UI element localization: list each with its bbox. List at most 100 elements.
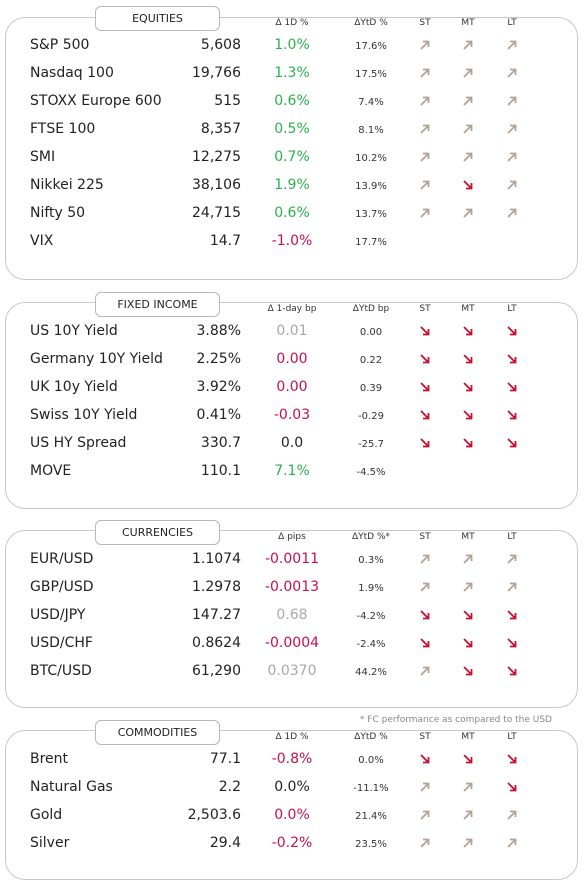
section-box: [5, 530, 578, 708]
ytd-change: 23.5%: [355, 839, 387, 850]
column-header: ST: [419, 532, 431, 542]
arrow-up: [420, 68, 430, 78]
instrument-name: STOXX Europe 600: [30, 93, 162, 109]
instrument-name: VIX: [30, 233, 54, 249]
instrument-name: Brent: [30, 751, 69, 767]
column-header: ST: [419, 18, 431, 28]
daily-change: -0.0004: [264, 635, 320, 651]
arrow-up: [420, 666, 430, 676]
daily-change: 1.0%: [274, 37, 310, 53]
daily-change: 1.9%: [274, 177, 310, 193]
last-value: 515: [214, 93, 241, 109]
column-header: MT: [461, 532, 475, 542]
last-value: 0.41%: [196, 407, 241, 423]
arrow-up: [420, 554, 430, 564]
instrument-name: FTSE 100: [30, 121, 96, 137]
arrow-up: [463, 838, 473, 848]
daily-change: 0.00: [276, 351, 308, 367]
last-value: 77.1: [209, 751, 241, 767]
ytd-change: -25.7: [358, 439, 384, 450]
arrow-down: [463, 754, 473, 764]
ytd-change: 7.4%: [358, 97, 384, 108]
section-title: FIXED INCOME: [95, 292, 220, 317]
last-value: 2.2: [218, 779, 241, 795]
arrow-up: [420, 40, 430, 50]
section-box: [5, 17, 578, 280]
arrow-up: [463, 40, 473, 50]
last-value: 24,715: [192, 205, 241, 221]
column-header: ST: [419, 732, 431, 742]
ytd-change: -4.5%: [356, 467, 386, 478]
daily-change: 7.1%: [274, 463, 310, 479]
last-value: 29.4: [209, 835, 241, 851]
instrument-name: US HY Spread: [30, 435, 127, 451]
daily-change: 1.3%: [274, 65, 310, 81]
arrow-up: [420, 582, 430, 592]
daily-change: -0.03: [273, 407, 311, 423]
arrow-down: [507, 354, 517, 364]
ytd-change: 1.9%: [358, 583, 384, 594]
arrow-down: [507, 610, 517, 620]
daily-change: 0.0%: [274, 779, 310, 795]
footnote: * FC performance as compared to the USD: [359, 715, 552, 725]
ytd-change: 8.1%: [358, 125, 384, 136]
daily-change: -0.0013: [264, 579, 320, 595]
last-value: 14.7: [209, 233, 241, 249]
daily-change: 0.01: [276, 323, 308, 339]
section-title: CURRENCIES: [95, 520, 220, 545]
ytd-change: 17.5%: [355, 69, 387, 80]
instrument-name: USD/CHF: [30, 635, 93, 651]
instrument-name: EUR/USD: [30, 551, 94, 567]
arrow-up: [420, 838, 430, 848]
ytd-change: -2.4%: [356, 639, 386, 650]
ytd-change: 0.0%: [358, 755, 384, 766]
instrument-name: Nikkei 225: [30, 177, 104, 193]
daily-change: 0.5%: [274, 121, 310, 137]
last-value: 0.8624: [192, 635, 241, 651]
column-header: ΔYtD %: [354, 18, 388, 28]
daily-change: 0.68: [276, 607, 308, 623]
column-header: Δ 1-day bp: [267, 304, 317, 314]
arrow-down: [420, 638, 430, 648]
instrument-name: MOVE: [30, 463, 72, 479]
arrow-up: [463, 96, 473, 106]
arrow-down: [463, 326, 473, 336]
ytd-change: 0.39: [359, 383, 383, 394]
instrument-name: SMI: [30, 149, 56, 165]
arrow-down: [420, 610, 430, 620]
last-value: 5,608: [200, 37, 241, 53]
instrument-name: Natural Gas: [30, 779, 113, 795]
daily-change: -0.8%: [271, 751, 313, 767]
arrow-up: [420, 782, 430, 792]
daily-change: -0.2%: [271, 835, 313, 851]
last-value: 61,290: [192, 663, 241, 679]
daily-change: 0.0: [280, 435, 304, 451]
arrow-up: [463, 68, 473, 78]
arrow-down: [463, 438, 473, 448]
column-header: ΔYtD %: [354, 732, 388, 742]
column-header: ST: [419, 304, 431, 314]
column-header: LT: [507, 532, 517, 542]
instrument-name: US 10Y Yield: [30, 323, 118, 339]
arrow-up: [463, 810, 473, 820]
instrument-name: Germany 10Y Yield: [30, 351, 163, 367]
arrow-up: [420, 810, 430, 820]
arrow-down: [420, 754, 430, 764]
arrow-up: [463, 582, 473, 592]
arrow-up: [507, 152, 517, 162]
arrow-up: [507, 838, 517, 848]
arrow-down: [507, 638, 517, 648]
column-header: ΔYtD bp: [352, 304, 390, 314]
instrument-name: GBP/USD: [30, 579, 94, 595]
arrow-up: [463, 152, 473, 162]
ytd-change: 0.3%: [358, 555, 384, 566]
arrow-up: [420, 96, 430, 106]
arrow-down: [507, 326, 517, 336]
arrow-down: [463, 382, 473, 392]
arrow-down: [420, 354, 430, 364]
arrow-up: [463, 208, 473, 218]
arrow-up: [507, 40, 517, 50]
instrument-name: Nifty 50: [30, 205, 86, 221]
arrow-down: [507, 410, 517, 420]
